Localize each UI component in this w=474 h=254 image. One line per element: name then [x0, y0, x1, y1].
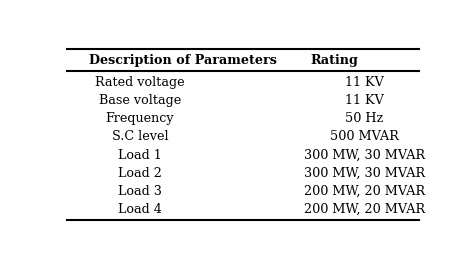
- Text: 11 KV: 11 KV: [345, 76, 383, 89]
- Text: Description of Parameters: Description of Parameters: [89, 54, 276, 67]
- Text: Load 1: Load 1: [118, 149, 162, 162]
- Text: Load 4: Load 4: [118, 203, 162, 216]
- Text: Load 2: Load 2: [118, 167, 162, 180]
- Text: Rating: Rating: [311, 54, 359, 67]
- Text: Frequency: Frequency: [106, 112, 174, 125]
- Text: 50 Hz: 50 Hz: [345, 112, 383, 125]
- Text: 300 MW, 30 MVAR: 300 MW, 30 MVAR: [303, 167, 425, 180]
- Text: 200 MW, 20 MVAR: 200 MW, 20 MVAR: [303, 203, 425, 216]
- Text: S.C level: S.C level: [112, 130, 168, 143]
- Text: 200 MW, 20 MVAR: 200 MW, 20 MVAR: [303, 185, 425, 198]
- Text: 11 KV: 11 KV: [345, 94, 383, 107]
- Text: 500 MVAR: 500 MVAR: [330, 130, 399, 143]
- Text: 300 MW, 30 MVAR: 300 MW, 30 MVAR: [303, 149, 425, 162]
- Text: Base voltage: Base voltage: [99, 94, 181, 107]
- Text: Load 3: Load 3: [118, 185, 162, 198]
- Text: Rated voltage: Rated voltage: [95, 76, 185, 89]
